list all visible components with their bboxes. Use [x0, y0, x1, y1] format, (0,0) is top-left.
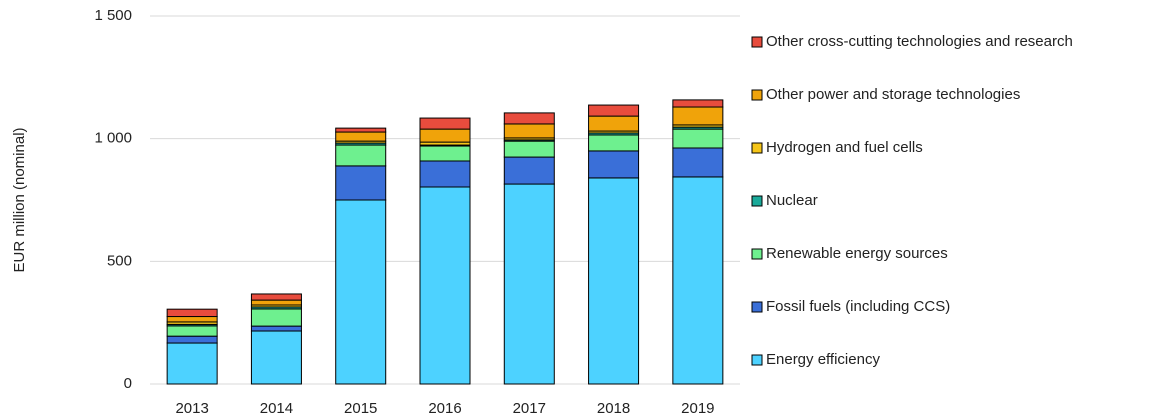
bar-segment	[250, 330, 302, 385]
bar-segment	[335, 165, 387, 201]
legend-label: Renewable energy sources	[766, 245, 948, 262]
x-tick-label: 2019	[681, 400, 714, 417]
legend-label: Fossil fuels (including CCS)	[766, 298, 950, 315]
bar-segment	[672, 128, 724, 149]
x-tick-label: 2016	[428, 400, 461, 417]
y-tick-label: 1 500	[94, 7, 132, 24]
bar-segment	[250, 325, 302, 332]
bar-segment	[672, 99, 724, 108]
legend-swatch	[751, 89, 763, 101]
y-tick-label: 1 000	[94, 130, 132, 147]
bar-segment	[419, 160, 471, 188]
legend-swatch	[751, 142, 763, 154]
bar-segment	[335, 199, 387, 385]
bar-segment	[588, 150, 640, 179]
bar-segment	[166, 316, 218, 323]
x-tick-label: 2017	[513, 400, 546, 417]
bar-segment	[419, 117, 471, 130]
bar-segment	[335, 144, 387, 167]
bar-segment	[250, 308, 302, 327]
x-tick-label: 2013	[175, 400, 208, 417]
y-tick-label: 0	[124, 375, 132, 392]
x-tick-label: 2014	[260, 400, 293, 417]
bar-segment	[503, 183, 555, 385]
y-axis-label: EUR million (nominal)	[11, 127, 28, 272]
y-tick-label: 500	[107, 252, 132, 269]
bar-segment	[672, 147, 724, 178]
legend-swatch	[751, 195, 763, 207]
bar-segment	[419, 128, 471, 143]
legend-label: Nuclear	[766, 192, 818, 209]
bar-segment	[588, 177, 640, 385]
bar-segment	[588, 104, 640, 117]
legend-swatch	[751, 36, 763, 48]
bar-segment	[419, 186, 471, 385]
bar-segment	[250, 293, 302, 301]
bar-segment	[503, 112, 555, 125]
legend-label: Energy efficiency	[766, 351, 880, 368]
bar-segment	[166, 335, 218, 344]
x-tick-label: 2015	[344, 400, 377, 417]
legend-swatch	[751, 354, 763, 366]
bar-segment	[503, 140, 555, 158]
legend-label: Hydrogen and fuel cells	[766, 139, 923, 156]
legend-swatch	[751, 248, 763, 260]
x-tick-label: 2018	[597, 400, 630, 417]
legend-swatch	[751, 301, 763, 313]
bar-segment	[588, 115, 640, 132]
bar-segment	[250, 299, 302, 306]
bar-segment	[503, 156, 555, 185]
legend-label: Other power and storage technologies	[766, 86, 1020, 103]
bar-segment	[166, 325, 218, 337]
bar-segment	[672, 176, 724, 385]
bar-segment	[419, 145, 471, 162]
bar-segment	[503, 123, 555, 139]
bar-segment	[335, 127, 387, 133]
legend-label: Other cross-cutting technologies and res…	[766, 33, 1073, 50]
bar-segment	[166, 342, 218, 385]
bar-segment	[335, 131, 387, 142]
bar-segment	[672, 106, 724, 126]
bar-segment	[166, 308, 218, 318]
bar-segment	[588, 134, 640, 152]
